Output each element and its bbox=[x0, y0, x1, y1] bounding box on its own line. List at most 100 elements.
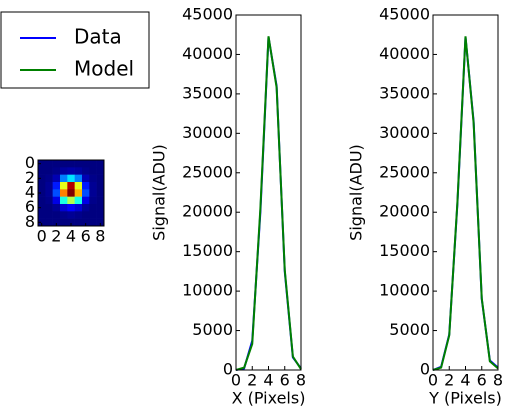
heatmap-cell bbox=[82, 160, 90, 168]
axes-frame bbox=[433, 15, 498, 370]
heatmap-cell bbox=[60, 189, 68, 197]
heatmap-cell bbox=[67, 167, 75, 175]
y-axis-label: Signal(ADU) bbox=[347, 144, 366, 241]
heatmap-cell bbox=[53, 197, 61, 205]
heatmap-cell bbox=[45, 197, 53, 205]
series-line bbox=[236, 37, 301, 370]
y-tick-label: 45000 bbox=[182, 5, 233, 24]
heatmap-cell bbox=[53, 175, 61, 183]
y-tick-label: 40000 bbox=[379, 44, 430, 63]
heatmap-cell bbox=[38, 182, 46, 190]
heatmap-cell bbox=[60, 167, 68, 175]
heatmap-cell bbox=[82, 204, 90, 212]
y-tick-label: 10000 bbox=[182, 281, 233, 300]
x-tick-label: 2 bbox=[247, 371, 257, 390]
heatmap-cell bbox=[89, 219, 97, 227]
x-tick-label: 4 bbox=[263, 371, 273, 390]
heatmap-cell bbox=[97, 167, 105, 175]
heatmap-cell bbox=[75, 160, 83, 168]
y-tick-label: 35000 bbox=[379, 83, 430, 102]
heatmap-cell bbox=[82, 182, 90, 190]
heatmap-cell bbox=[97, 160, 105, 168]
heatmap-cell bbox=[38, 211, 46, 219]
heatmap-cell bbox=[82, 189, 90, 197]
heatmap-cell bbox=[53, 160, 61, 168]
x-tick-label: 8 bbox=[493, 371, 503, 390]
heatmap-cell bbox=[82, 211, 90, 219]
y-tick-label: 25000 bbox=[182, 162, 233, 181]
x-tick-label: 6 bbox=[477, 371, 487, 390]
heatmap-cell bbox=[82, 197, 90, 205]
x-tick-label: 2 bbox=[51, 227, 61, 246]
heatmap-cell bbox=[45, 189, 53, 197]
heatmap-cell bbox=[60, 182, 68, 190]
y-tick-label: 25000 bbox=[379, 162, 430, 181]
heatmap-cell bbox=[67, 182, 75, 190]
heatmap-cell bbox=[97, 204, 105, 212]
heatmap-cell bbox=[75, 167, 83, 175]
heatmap-cell bbox=[53, 189, 61, 197]
y-tick-label: 30000 bbox=[182, 123, 233, 142]
heatmap-cell bbox=[60, 175, 68, 183]
heatmap-cell bbox=[97, 182, 105, 190]
series-line bbox=[433, 37, 498, 370]
heatmap-cell bbox=[89, 204, 97, 212]
heatmap-cell bbox=[75, 175, 83, 183]
heatmap-cell bbox=[75, 189, 83, 197]
heatmap-cell bbox=[75, 211, 83, 219]
heatmap-cell bbox=[75, 182, 83, 190]
y-tick-label: 5000 bbox=[192, 320, 233, 339]
heatmap-cell bbox=[45, 160, 53, 168]
heatmap-cell bbox=[67, 160, 75, 168]
y-tick-label: 8 bbox=[25, 212, 35, 231]
x-tick-label: 0 bbox=[37, 227, 47, 246]
legend-label: Data bbox=[74, 25, 122, 49]
heatmap-cell bbox=[45, 211, 53, 219]
heatmap-cell bbox=[82, 175, 90, 183]
heatmap-cell bbox=[97, 211, 105, 219]
heatmap-cell bbox=[75, 204, 83, 212]
y-tick-label: 15000 bbox=[182, 241, 233, 260]
heatmap-cell bbox=[53, 211, 61, 219]
axes-frame bbox=[236, 15, 301, 370]
heatmap-cell bbox=[89, 175, 97, 183]
series-line bbox=[236, 36, 301, 370]
heatmap-cell bbox=[60, 211, 68, 219]
heatmap-cell bbox=[89, 182, 97, 190]
heatmap-cell bbox=[60, 197, 68, 205]
legend-label: Model bbox=[74, 57, 134, 81]
heatmap-cell bbox=[60, 160, 68, 168]
heatmap-cell bbox=[89, 160, 97, 168]
x-tick-label: 8 bbox=[296, 371, 306, 390]
heatmap-cell bbox=[75, 219, 83, 227]
heatmap-cell bbox=[97, 197, 105, 205]
heatmap-cell bbox=[45, 167, 53, 175]
x-tick-label: 4 bbox=[460, 371, 470, 390]
heatmap-cell bbox=[67, 175, 75, 183]
heatmap-cell bbox=[38, 197, 46, 205]
heatmap-cell bbox=[75, 197, 83, 205]
heatmap-cell bbox=[45, 219, 53, 227]
heatmap-cell bbox=[53, 167, 61, 175]
heatmap-cell bbox=[89, 189, 97, 197]
y-tick-label: 20000 bbox=[182, 202, 233, 221]
y-tick-label: 45000 bbox=[379, 5, 430, 24]
x-tick-label: 4 bbox=[66, 227, 76, 246]
heatmap-cell bbox=[67, 204, 75, 212]
y-tick-label: 30000 bbox=[379, 123, 430, 142]
figure: 0246802468024680500010000150002000025000… bbox=[0, 0, 509, 410]
x-axis-label: X (Pixels) bbox=[232, 389, 306, 408]
heatmap-cell bbox=[45, 204, 53, 212]
heatmap-cell bbox=[97, 189, 105, 197]
y-axis-label: Signal(ADU) bbox=[150, 144, 169, 241]
heatmap-cell bbox=[67, 189, 75, 197]
heatmap-cell bbox=[89, 211, 97, 219]
y-tick-label: 10000 bbox=[379, 281, 430, 300]
heatmap-cell bbox=[38, 167, 46, 175]
heatmap-cell bbox=[82, 167, 90, 175]
heatmap-cell bbox=[45, 182, 53, 190]
y-tick-label: 40000 bbox=[182, 44, 233, 63]
heatmap-cell bbox=[53, 204, 61, 212]
heatmap-cell bbox=[45, 175, 53, 183]
heatmap-cell bbox=[60, 219, 68, 227]
